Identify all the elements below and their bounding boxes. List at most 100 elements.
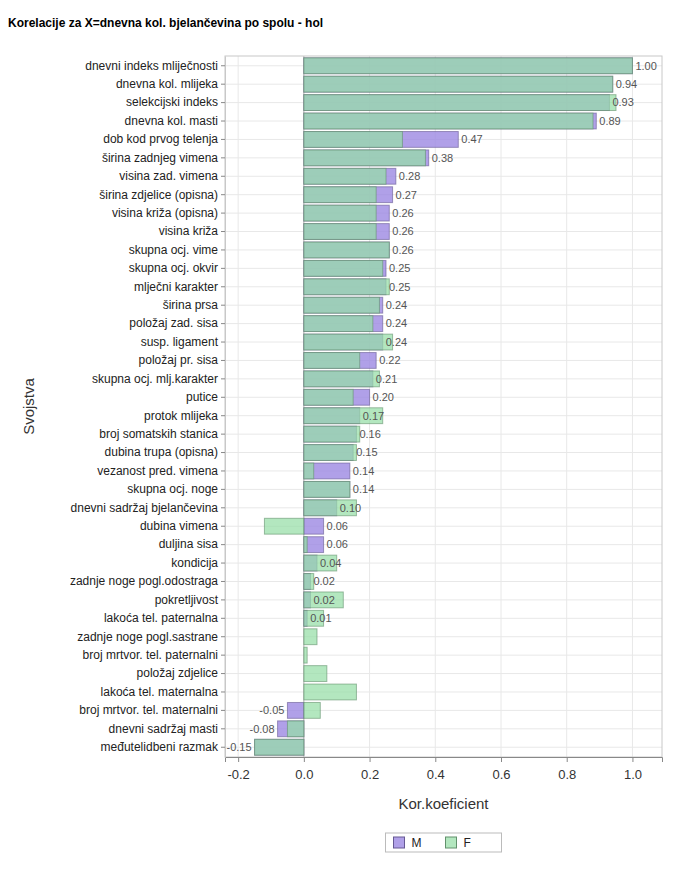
tick-label: 0.4 (427, 767, 445, 782)
grid-line (225, 691, 662, 692)
tick-label: širina zdjelice (opisna) (99, 188, 218, 202)
tick-mark (221, 323, 225, 324)
tick-label: skupna ocj. noge (127, 482, 218, 496)
tick-mark (221, 84, 225, 85)
plot-area (225, 56, 662, 757)
data-label: 0.24 (386, 317, 407, 329)
data-label: 0.47 (461, 133, 482, 145)
bar (304, 353, 376, 369)
tick: susp. ligament (141, 335, 225, 349)
tick-label: 0.2 (361, 767, 379, 782)
y-axis-title: Svojstva (20, 378, 37, 435)
bar (304, 426, 360, 442)
grid-line (225, 323, 662, 324)
bar (304, 353, 360, 369)
data-label: 0.02 (313, 575, 334, 587)
tick-label: broj mrtvor. tel. paternalni (83, 648, 218, 662)
data-label: 0.02 (313, 594, 334, 606)
data-label: 0.94 (616, 78, 637, 90)
tick-label: dubina trupa (opisna) (105, 445, 218, 459)
tick: dubina trupa (opisna) (105, 445, 225, 459)
tick-mark (221, 102, 225, 103)
tick: širina prsa (163, 298, 225, 312)
data-label: 0.01 (310, 612, 331, 624)
tick-mark (221, 526, 225, 527)
grid-line (225, 397, 662, 398)
tick-label: dubina vimena (140, 519, 218, 533)
tick-mark (221, 213, 225, 214)
tick-mark (501, 757, 502, 762)
data-label: -0.05 (259, 704, 284, 716)
bar (304, 150, 429, 166)
grid-line (238, 56, 239, 757)
tick-mark (221, 397, 225, 398)
tick-mark (221, 378, 225, 379)
grid-line (225, 581, 662, 582)
tick-label: položaj zdjelice (137, 666, 219, 680)
tick-label: 0.8 (558, 767, 576, 782)
grid-line (225, 655, 662, 656)
tick: položaj zdjelice (137, 666, 225, 680)
tick-label: pokretljivost (155, 593, 219, 607)
data-label: 0.15 (356, 446, 377, 458)
tick: položaj zad. sisa (129, 316, 225, 330)
tick-label: vezanost pred. vimena (97, 464, 218, 478)
tick: broj mrtvor. tel. paternalni (83, 648, 225, 662)
tick: dnevni indeks mliječnosti (85, 59, 225, 73)
x-axis: -0.20.00.20.40.60.81.0 (226, 757, 663, 782)
tick-label: visina križa (159, 224, 219, 238)
grid-line (225, 360, 662, 361)
grid-line (225, 415, 662, 416)
bar (304, 242, 389, 258)
bar (304, 574, 314, 590)
bar (304, 224, 376, 240)
grid-line (225, 268, 662, 269)
bar (304, 113, 596, 129)
tick: dnevna kol. masti (125, 114, 225, 128)
tick: međutelidbeni razmak (101, 740, 225, 754)
bar (304, 58, 633, 74)
grid-line (225, 452, 662, 453)
tick-label: zadnje noge pogl.odostraga (70, 574, 218, 588)
grid-line (225, 231, 662, 232)
bar (304, 334, 393, 350)
axis-line (225, 57, 226, 758)
data-label: 0.26 (392, 225, 413, 237)
tick: 1.0 (624, 757, 642, 782)
tick-mark (221, 360, 225, 361)
bar (255, 739, 304, 755)
bar (304, 58, 633, 74)
legend-swatch (446, 837, 457, 848)
bar (304, 132, 403, 148)
tick: dnevna kol. mlijeka (116, 77, 225, 91)
tick-label: lakoća tel. paternalna (104, 611, 218, 625)
tick-mark (221, 286, 225, 287)
tick-mark (221, 710, 225, 711)
data-label: 0.26 (392, 244, 413, 256)
data-label: 0.89 (599, 115, 620, 127)
tick: skupna ocj. mlj.karakter (92, 372, 225, 386)
grid-line (225, 213, 662, 214)
tick-label: protok mlijeka (144, 409, 218, 423)
tick: broj somatskih stanica (99, 427, 225, 441)
data-label: 0.06 (327, 538, 348, 550)
grid-line (225, 470, 662, 471)
grid-line (225, 544, 662, 545)
tick-mark (221, 434, 225, 435)
tick-mark (221, 470, 225, 471)
tick: lakoća tel. paternalna (104, 611, 225, 625)
tick: -0.2 (227, 757, 249, 782)
bar (304, 389, 353, 405)
bar (304, 76, 613, 92)
tick: širina zdjelice (opisna) (99, 188, 225, 202)
tick-mark (238, 757, 239, 762)
grid-line (225, 378, 662, 379)
bar (304, 76, 613, 92)
tick-mark (221, 415, 225, 416)
tick-mark (221, 563, 225, 564)
tick-mark (221, 452, 225, 453)
tick-label: zadnje noge pogl.sastrane (77, 630, 218, 644)
tick-mark (221, 194, 225, 195)
bar (304, 187, 393, 203)
tick-label: dob kod prvog telenja (103, 132, 218, 146)
